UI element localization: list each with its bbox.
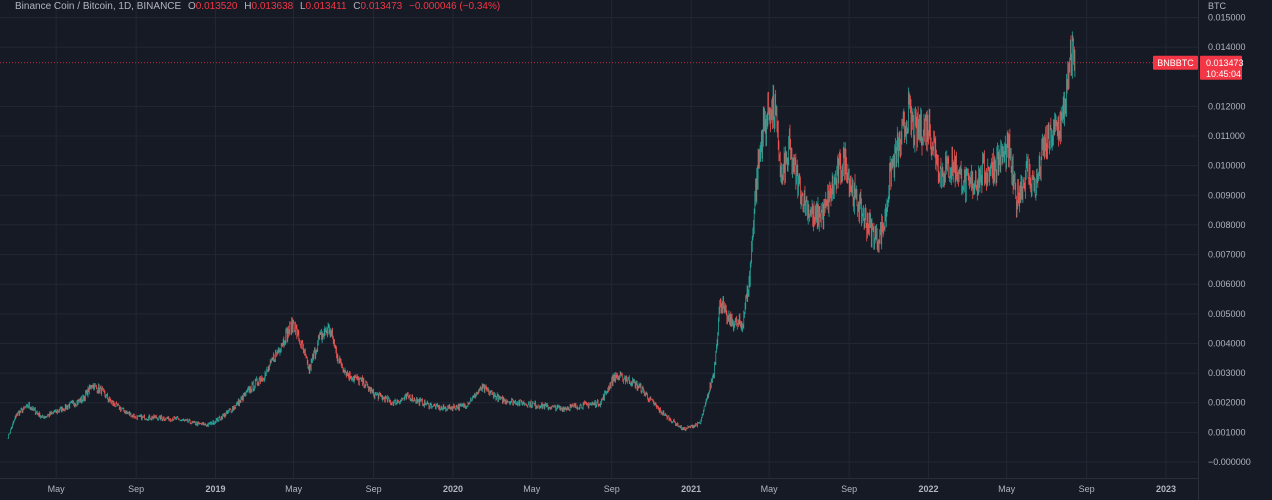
y-tick-label: −0.000000 <box>1208 457 1251 467</box>
x-tick-label: Sep <box>604 484 620 494</box>
x-tick-label: 2022 <box>919 484 939 494</box>
open-label: O <box>187 1 196 12</box>
time-axis[interactable]: May Sep 2019 May Sep 2020 May Sep 2021 May Sep 2022… <box>48 484 1176 494</box>
y-tick-label: 0.009000 <box>1208 190 1246 200</box>
legend: Binance Coin / Bitcoin, 1D, BINANCE O0.0… <box>15 0 504 14</box>
x-tick-label: May <box>998 484 1016 494</box>
y-tick-label: 0.004000 <box>1208 338 1246 348</box>
x-tick-label: May <box>285 484 303 494</box>
x-tick-label: Sep <box>366 484 382 494</box>
change-value: −0.000046 (−0.34%) <box>409 1 501 12</box>
y-tick-label: 0.011000 <box>1208 131 1245 141</box>
y-tick-label: 0.006000 <box>1208 279 1246 289</box>
y-tick-label: 0.012000 <box>1208 101 1246 111</box>
symbol-tag-bg <box>1153 55 1198 70</box>
y-tick-label: 0.003000 <box>1208 368 1246 378</box>
y-tick-label: 0.002000 <box>1208 398 1246 408</box>
y-tick-label: 0.010000 <box>1208 161 1246 171</box>
y-tick-label: 0.007000 <box>1208 250 1246 260</box>
grid-lines <box>0 0 1199 500</box>
countdown-value: 10:45:04 <box>1206 69 1241 79</box>
low-label: L <box>299 1 306 12</box>
x-tick-label: May <box>761 484 779 494</box>
x-tick-label: May <box>523 484 541 494</box>
y-tick-label: 0.005000 <box>1208 309 1246 319</box>
x-tick-label: Sep <box>1079 484 1095 494</box>
x-tick-label: 2021 <box>681 484 701 494</box>
price-axis[interactable]: 0.015000 0.014000 0.012000 0.011000 0.010000… <box>1208 13 1251 468</box>
x-tick-label: 2019 <box>206 484 226 494</box>
low-value: 0.013411 <box>305 1 347 12</box>
x-tick-label: Sep <box>128 484 144 494</box>
price-tag-value: 0.013473 <box>1206 58 1244 68</box>
y-tick-label: 0.001000 <box>1208 427 1246 437</box>
close-value: 0.013473 <box>360 1 403 12</box>
symbol-description[interactable]: Binance Coin / Bitcoin, 1D, BINANCE <box>15 1 182 12</box>
high-value: 0.013638 <box>251 1 294 12</box>
symbol-tag-text: BNBBTC <box>1157 58 1194 68</box>
x-tick-label: 2023 <box>1156 484 1176 494</box>
x-tick-label: May <box>48 484 66 494</box>
candlestick-series <box>7 31 1076 439</box>
open-value: 0.013520 <box>195 1 238 12</box>
high-label: H <box>244 1 252 12</box>
y-tick-label: 0.014000 <box>1208 42 1246 52</box>
close-label: C <box>353 1 361 12</box>
x-tick-label: Sep <box>841 484 857 494</box>
y-tick-label: 0.015000 <box>1208 13 1246 23</box>
x-tick-label: 2020 <box>443 484 463 494</box>
price-unit-label: BTC <box>1208 1 1226 11</box>
price-tag-bg <box>1200 55 1242 80</box>
y-tick-label: 0.008000 <box>1208 220 1246 230</box>
